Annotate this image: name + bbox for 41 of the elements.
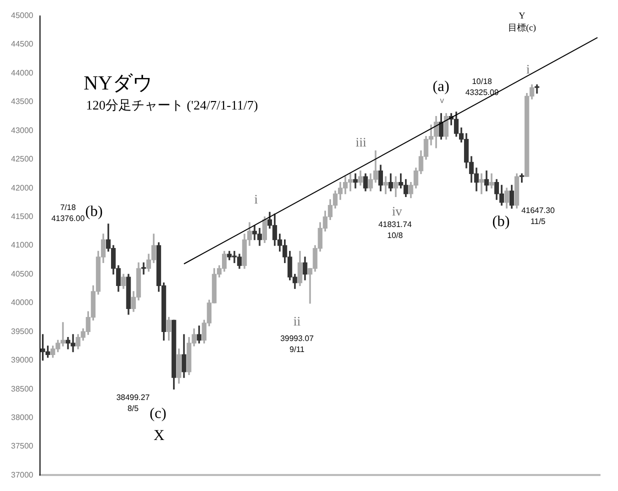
y-tick-label: 44500 (10, 40, 34, 49)
annotation: i (526, 61, 530, 76)
annotation: v (440, 96, 444, 106)
y-tick-label: 40000 (10, 298, 34, 308)
annotation: (c) (150, 406, 166, 422)
text: 120分足チャート ('24/7/1-11/7) (86, 97, 258, 112)
y-tick-label: 44000 (10, 68, 34, 78)
candlestick (353, 173, 358, 188)
annotation: i (254, 191, 258, 206)
candlestick (489, 173, 494, 188)
annotation: Y 目標(c) (508, 10, 536, 32)
annotation: iv (392, 203, 403, 218)
annotation: 39993.07 9/11 (280, 334, 314, 354)
annotation: (b) (492, 214, 510, 230)
y-tick-label: 37000 (10, 470, 34, 480)
y-tick-label: 42500 (10, 154, 34, 164)
annotation: 41831.74 10/8 (378, 220, 412, 240)
y-tick-label: 43500 (10, 97, 34, 106)
y-tick-label: 39500 (10, 326, 34, 336)
annotation: 7/18 41376.00 (51, 203, 86, 224)
y-tick-label: 45000 (10, 11, 34, 20)
annotation: (a) (432, 78, 450, 95)
y-tick-label: 41500 (10, 212, 34, 221)
annotation: 38499.27 8/5 (116, 393, 150, 414)
annotation: 10/18 43325.09 (465, 77, 500, 98)
annotation: 41647.30 11/5 (521, 206, 556, 226)
y-tick-label: 43000 (10, 126, 34, 135)
y-tick-label: 40500 (10, 269, 34, 278)
y-tick-label: 38000 (10, 412, 34, 422)
annotation: X (154, 428, 165, 444)
candlestick (479, 173, 484, 194)
y-tick-label: 39000 (10, 356, 34, 365)
y-tick-label: 38500 (10, 384, 34, 394)
annotation: ii (293, 313, 301, 328)
annotation: iii (356, 134, 367, 150)
y-tick-label: 41000 (10, 240, 34, 250)
text: NYダウ (84, 72, 152, 94)
y-tick-label: 42000 (10, 183, 34, 192)
annotation: (b) (85, 204, 103, 220)
candlestick (534, 84, 540, 94)
y-tick-label: 37500 (10, 442, 34, 451)
